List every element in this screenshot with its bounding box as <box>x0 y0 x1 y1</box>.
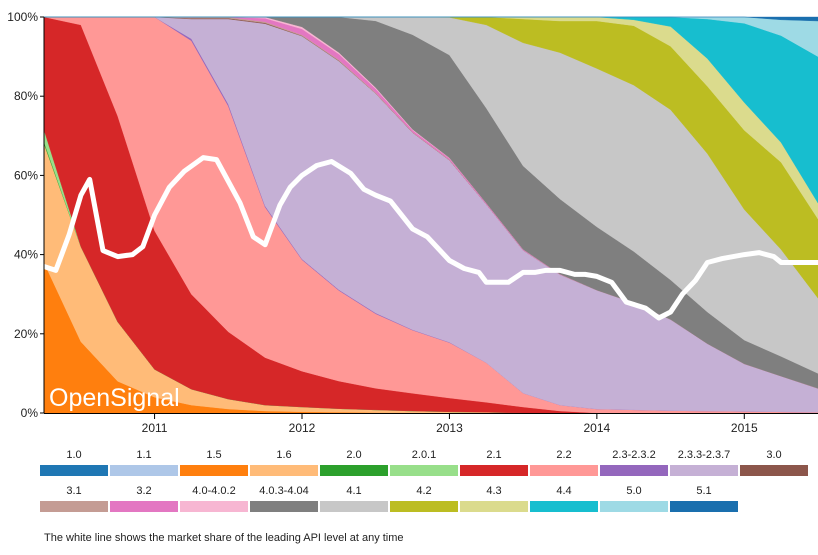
legend-swatch <box>390 465 458 476</box>
x-tick-label: 2015 <box>731 421 758 435</box>
legend-label: 1.6 <box>276 449 292 461</box>
legend-label: 4.4 <box>556 485 572 497</box>
y-tick-label: 0% <box>21 406 39 420</box>
legend-swatch <box>670 465 738 476</box>
legend-item-2.2: 2.2 <box>530 448 598 476</box>
legend: 1.0 1.1 1.5 1.6 2.0 2.0.1 2.1 2.2 2.3-2.3.2 2.3.3… <box>40 448 808 512</box>
legend-label: 1.5 <box>206 449 222 461</box>
leading-api-line <box>41 155 818 321</box>
legend-row-2: 3.1 3.2 4.0-4.0.2 4.0.3-4.04 4.1 4.2 4.3 4.4 5.0… <box>40 484 780 512</box>
legend-item-3.1: 3.1 <box>40 484 108 512</box>
legend-item-2.0: 2.0 <box>320 448 388 476</box>
y-tick-label: 100% <box>7 10 38 24</box>
legend-row-1: 1.0 1.1 1.5 1.6 2.0 2.0.1 2.1 2.2 2.3-2.3.2 2.3.3… <box>40 448 808 476</box>
legend-swatch <box>40 465 108 476</box>
legend-label: 4.3 <box>486 485 502 497</box>
legend-label: 2.2 <box>556 449 572 461</box>
legend-label: 4.1 <box>346 485 362 497</box>
x-tick-label: 2011 <box>142 421 168 435</box>
legend-item-2.0.1: 2.0.1 <box>390 448 458 476</box>
legend-label: 5.1 <box>696 485 712 497</box>
legend-swatch <box>530 465 598 476</box>
legend-item-5.1: 5.1 <box>670 484 738 512</box>
axes: 0% 20% 40% 60% 80% 100% 2011 2012 2013 2014 2015 <box>7 10 818 435</box>
legend-swatch <box>110 465 178 476</box>
legend-swatch <box>180 465 248 476</box>
legend-label: 1.1 <box>136 449 152 461</box>
api-distribution-chart: OpenSignal 0% 20% 40% 60% 80% 100% 2011 2012 201… <box>7 10 818 435</box>
legend-label: 4.2 <box>416 485 432 497</box>
legend-item-5.0: 5.0 <box>600 484 668 512</box>
legend-item-3.2: 3.2 <box>110 484 178 512</box>
legend-swatch <box>40 501 108 512</box>
legend-item-3.0: 3.0 <box>740 448 808 476</box>
legend-item-4.0-4.0.2: 4.0-4.0.2 <box>180 484 248 512</box>
legend-swatch <box>600 501 668 512</box>
legend-item-2.3-2.3.2: 2.3-2.3.2 <box>600 448 668 476</box>
stacked-areas <box>43 16 818 414</box>
legend-swatch <box>460 465 528 476</box>
legend-label: 2.1 <box>486 449 502 461</box>
legend-item-4.0.3-4.04: 4.0.3-4.04 <box>250 484 318 512</box>
legend-item-1.0: 1.0 <box>40 448 108 476</box>
legend-label: 1.0 <box>66 449 82 461</box>
legend-swatch <box>670 501 738 512</box>
legend-item-1.5: 1.5 <box>180 448 248 476</box>
x-tick-label: 2014 <box>584 421 611 435</box>
legend-swatch <box>460 501 528 512</box>
legend-swatch <box>320 501 388 512</box>
leading-line-group <box>41 155 818 321</box>
legend-item-4.2: 4.2 <box>390 484 458 512</box>
legend-item-4.3: 4.3 <box>460 484 528 512</box>
legend-swatch <box>740 465 808 476</box>
legend-item-4.1: 4.1 <box>320 484 388 512</box>
legend-label: 2.3-2.3.2 <box>612 449 656 461</box>
x-tick-label: 2013 <box>436 421 463 435</box>
legend-swatch <box>110 501 178 512</box>
legend-swatch <box>250 501 318 512</box>
footnote: The white line shows the market share of… <box>44 532 404 544</box>
y-tick-label: 60% <box>14 168 38 182</box>
legend-swatch <box>250 465 318 476</box>
legend-item-4.4: 4.4 <box>530 484 598 512</box>
legend-label: 4.0.3-4.04 <box>259 485 309 497</box>
legend-label: 5.0 <box>626 485 642 497</box>
watermark-text: OpenSignal <box>49 384 180 412</box>
y-tick-label: 20% <box>14 327 38 341</box>
legend-label: 4.0-4.0.2 <box>192 485 236 497</box>
y-tick-label: 40% <box>14 248 38 262</box>
legend-swatch <box>320 465 388 476</box>
legend-label: 2.3.3-2.3.7 <box>677 449 731 461</box>
x-tick-label: 2012 <box>289 421 316 435</box>
area-5.1 <box>44 16 818 22</box>
legend-label: 3.2 <box>136 485 152 497</box>
y-tick-label: 80% <box>14 89 38 103</box>
legend-label: 3.0 <box>766 449 782 461</box>
legend-swatch <box>180 501 248 512</box>
legend-label: 3.1 <box>66 485 82 497</box>
legend-swatch <box>600 465 668 476</box>
legend-item-1.6: 1.6 <box>250 448 318 476</box>
legend-swatch <box>390 501 458 512</box>
legend-label: 2.0.1 <box>411 449 437 461</box>
legend-swatch <box>530 501 598 512</box>
legend-item-2.1: 2.1 <box>460 448 528 476</box>
legend-item-2.3.3-2.3.7: 2.3.3-2.3.7 <box>670 448 738 476</box>
legend-label: 2.0 <box>346 449 362 461</box>
legend-item-1.1: 1.1 <box>110 448 178 476</box>
